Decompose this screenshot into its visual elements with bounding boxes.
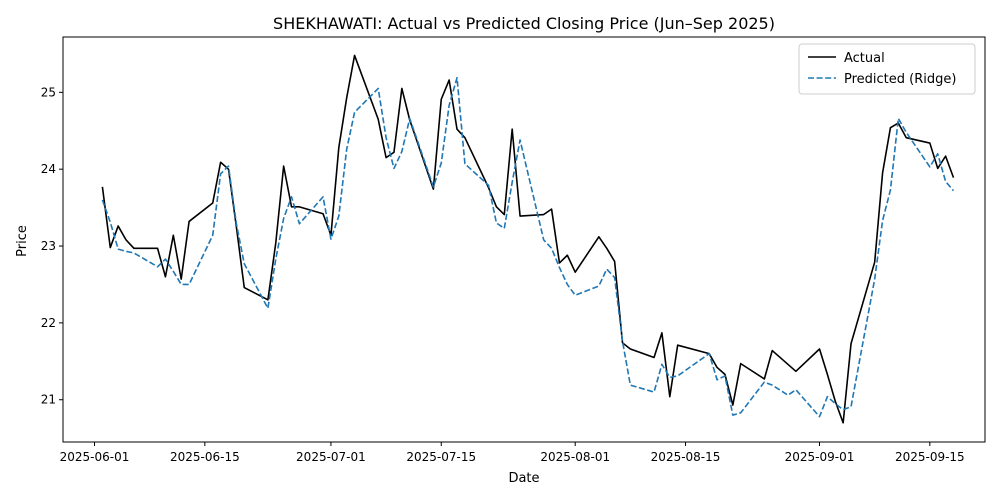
legend-label-predicted: Predicted (Ridge) [844,72,956,87]
x-tick-label: 2025-06-15 [170,450,240,464]
x-tick-label: 2025-08-15 [651,450,721,464]
x-tick-label: 2025-06-01 [60,450,130,464]
x-tick-label: 2025-07-15 [406,450,476,464]
axes-frame [62,36,986,443]
plot-area [62,36,986,443]
x-tick-label: 2025-09-01 [785,450,855,464]
x-tick-label: 2025-07-01 [296,450,366,464]
legend-label-actual: Actual [844,51,885,66]
chart-title: SHEKHAWATI: Actual vs Predicted Closing … [273,14,775,33]
y-tick-label: 21 [41,393,56,407]
y-tick-label: 22 [41,316,56,330]
y-axis-label: Price [15,225,30,257]
legend: Actual Predicted (Ridge) [798,43,976,95]
axis-ticks: 2025-06-01 2025-06-15 2025-07-01 2025-07-15… [41,85,965,464]
legend-box [798,43,976,95]
y-tick-label: 24 [41,162,56,176]
y-tick-label: 23 [41,239,56,253]
x-tick-label: 2025-09-15 [895,450,965,464]
x-axis-label: Date [508,471,539,486]
y-tick-label: 25 [41,85,56,99]
series-line-predicted [101,76,955,418]
x-tick-label: 2025-08-01 [540,450,610,464]
